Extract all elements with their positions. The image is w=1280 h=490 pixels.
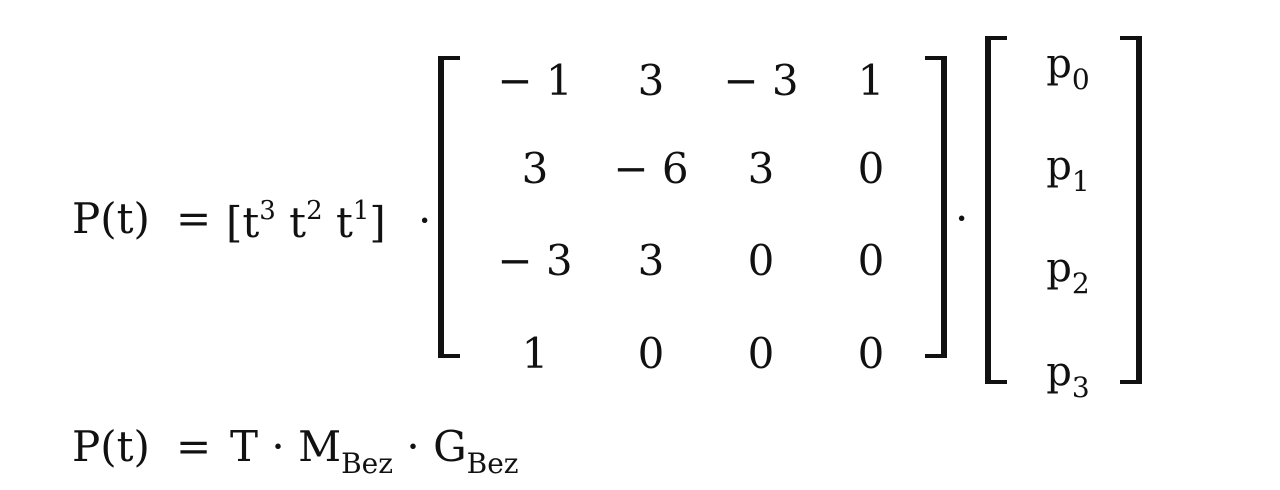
equation2-dot-1: · (271, 422, 285, 471)
matrix-cell: 0 (747, 329, 775, 378)
equation1-equals: = (176, 194, 212, 243)
matrix-cell: − 6 (613, 144, 689, 193)
matrix-cell: 3 (637, 56, 665, 105)
control-point-base: p (1046, 41, 1072, 87)
m-matrix-symbol: M (298, 422, 342, 471)
matrix-cell: − 3 (497, 236, 573, 285)
t2-base: t (289, 198, 307, 247)
matrix-left-bracket (438, 56, 460, 358)
t3-exponent: 3 (259, 196, 276, 226)
matrix-cell: − 3 (723, 56, 799, 105)
matrix-cell: 1 (857, 56, 885, 105)
control-point-index: 0 (1071, 63, 1090, 96)
control-point-index: 2 (1071, 267, 1090, 300)
matrix-cell: 0 (637, 329, 665, 378)
geometry-left-bracket (985, 36, 1007, 384)
matrix-cell: − 1 (497, 56, 573, 105)
time-vector: [t3 t2 t1] (226, 198, 386, 244)
matrix-cell: 3 (521, 144, 549, 193)
time-vector-close: ] (369, 198, 386, 247)
control-point-index: 3 (1071, 371, 1090, 404)
control-point: p1 (1008, 146, 1128, 196)
control-point-index: 1 (1071, 165, 1090, 198)
t1-exponent: 1 (352, 196, 370, 226)
matrix-cell: 0 (857, 236, 885, 285)
matrix-right-bracket (925, 56, 947, 358)
equation2-lhs: P(t) (72, 422, 150, 471)
t-matrix-symbol: T (230, 422, 259, 471)
control-point-base: p (1046, 143, 1072, 189)
time-vector-open: [t (226, 198, 260, 247)
matrix-cell: 3 (637, 236, 665, 285)
control-point: p0 (1008, 44, 1128, 94)
equation2-dot-2: · (406, 422, 420, 471)
g-matrix-subscript: Bez (466, 447, 519, 480)
equation1-lhs: P(t) (72, 194, 150, 243)
control-point: p2 (1008, 248, 1128, 298)
matrix-cell: 0 (747, 236, 775, 285)
g-matrix-symbol: G (433, 422, 467, 471)
control-point-base: p (1046, 349, 1072, 395)
geometry-right-bracket (1120, 36, 1142, 384)
matrix-cell: 3 (747, 144, 775, 193)
equation2-rhs: T · MBez · GBez (230, 426, 519, 478)
multiply-dot-1: · (418, 196, 432, 245)
t1-base: t (335, 198, 353, 247)
control-point: p3 (1008, 352, 1128, 402)
m-matrix-subscript: Bez (341, 447, 394, 480)
multiply-dot-2: · (955, 194, 969, 243)
t2-exponent: 2 (306, 196, 323, 226)
matrix-cell: 0 (857, 144, 885, 193)
matrix-cell: 1 (521, 329, 549, 378)
control-point-base: p (1046, 245, 1072, 291)
matrix-cell: 0 (857, 329, 885, 378)
equation2-equals: = (176, 422, 212, 471)
